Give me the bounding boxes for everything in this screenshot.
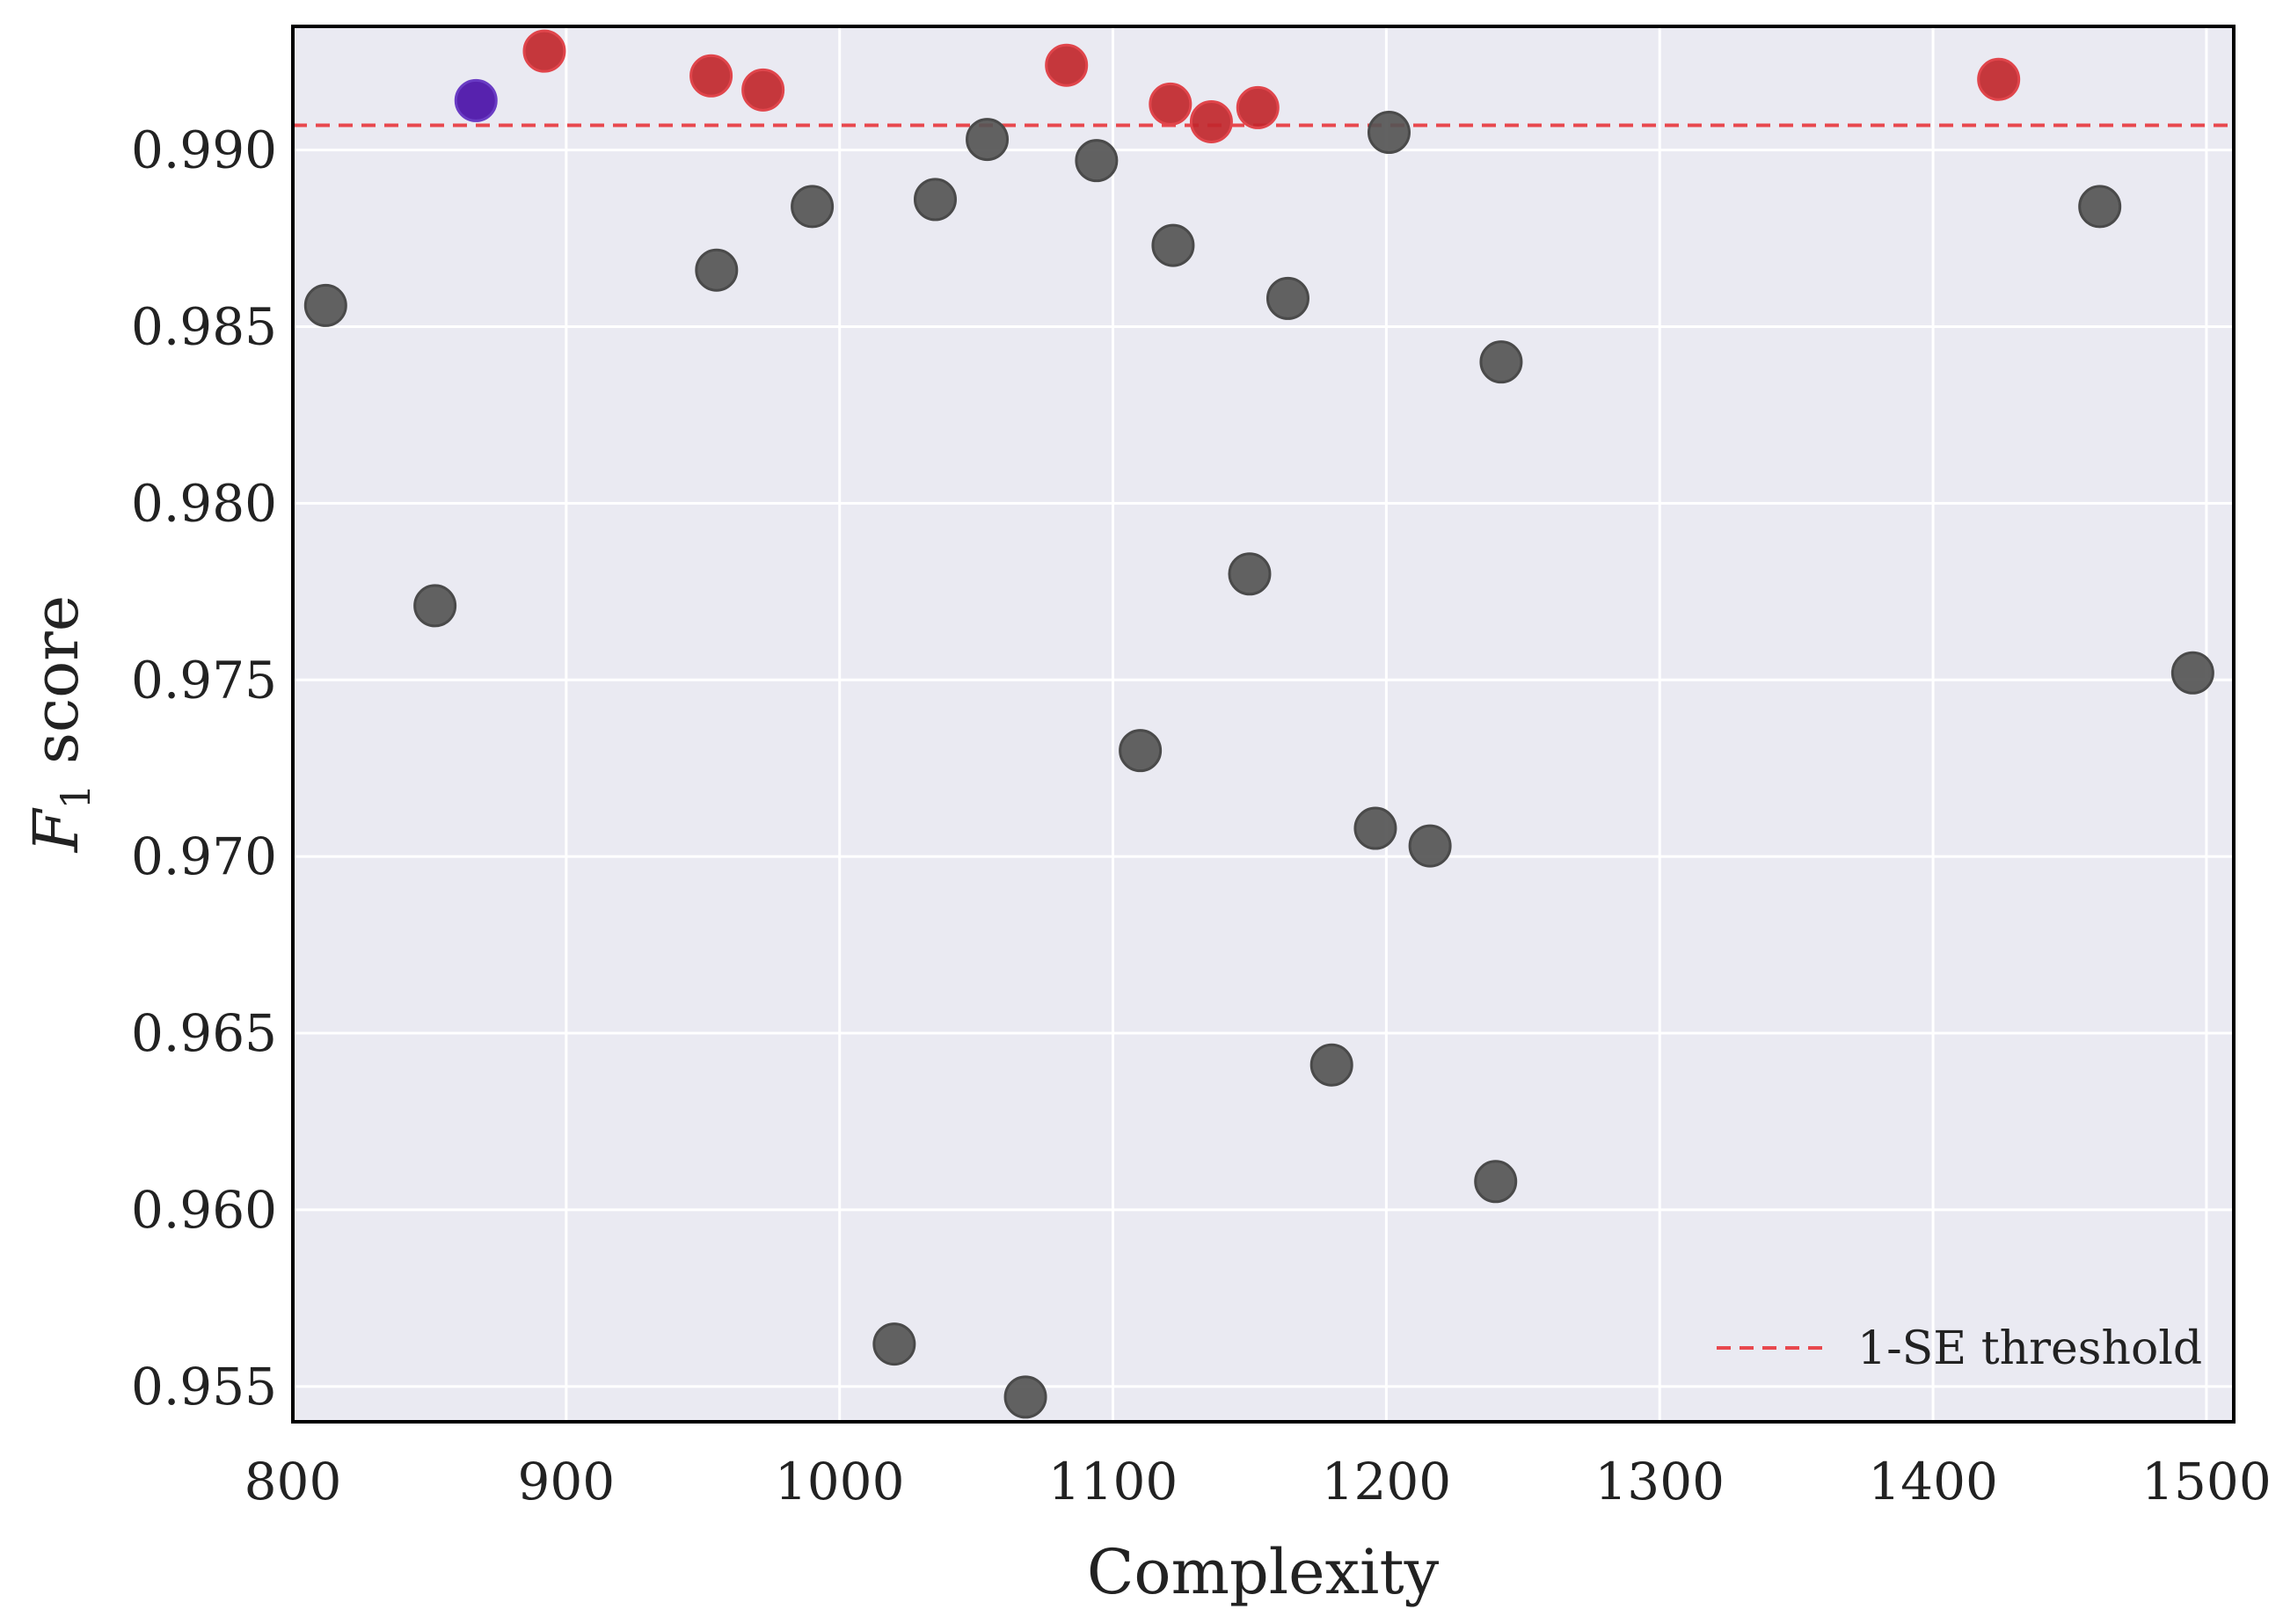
x-tick-label: 1300 [1594, 1452, 1725, 1511]
data-points [303, 29, 2214, 1419]
data-point-below-threshold [1309, 1043, 1353, 1087]
x-tick-labels: 800 900 1000 1100 1200 1300 1400 1500 [244, 1452, 2272, 1511]
plot-frame [291, 25, 2236, 1424]
data-point-below-threshold [913, 178, 957, 222]
data-point-above-threshold [1977, 57, 2021, 101]
data-point-below-threshold [1075, 139, 1119, 183]
data-point-below-threshold [2078, 185, 2122, 229]
y-tick-label: 0.955 [131, 1357, 277, 1416]
data-point-below-threshold [1228, 552, 1272, 596]
y-tick-label: 0.970 [131, 827, 277, 886]
data-point-below-threshold [791, 185, 835, 229]
x-tick-label: 1100 [1048, 1452, 1178, 1511]
x-tick-label: 1000 [775, 1452, 905, 1511]
data-point-above-threshold [1236, 85, 1280, 129]
y-axis-title-rest: score [20, 595, 92, 783]
y-tick-label: 0.965 [131, 1003, 277, 1063]
data-point-below-threshold [1003, 1375, 1047, 1419]
plot-background [293, 26, 2234, 1422]
data-point-above-threshold [741, 68, 785, 112]
y-axis-title-main: F [20, 807, 92, 854]
x-axis-title: Complexity [1087, 1536, 1440, 1608]
x-tick-label: 1200 [1322, 1452, 1452, 1511]
grid-lines [293, 26, 2234, 1422]
data-point-below-threshold [1474, 1160, 1518, 1204]
data-point-below-threshold [1479, 340, 1523, 384]
data-point-below-threshold [872, 1322, 916, 1366]
x-tick-label: 1400 [1868, 1452, 1998, 1511]
data-point-above-threshold [1149, 82, 1193, 126]
y-axis-title: F1 score [20, 595, 99, 854]
data-point-above-threshold [522, 29, 566, 73]
data-point-below-threshold [2170, 651, 2214, 695]
y-tick-label: 0.975 [131, 650, 277, 710]
data-point-above-threshold [689, 54, 733, 98]
data-point-above-threshold [1189, 99, 1233, 143]
y-tick-label: 0.960 [131, 1180, 277, 1240]
y-axis-title-subscript: 1 [52, 783, 99, 809]
legend: 1-SE threshold [1717, 1322, 2202, 1375]
data-point-below-threshold [1367, 111, 1411, 155]
data-point-below-threshold [1408, 824, 1452, 868]
data-point-below-threshold [413, 584, 457, 628]
data-point-below-threshold [1119, 729, 1163, 773]
data-point-below-threshold [695, 248, 739, 292]
x-tick-label: 800 [244, 1452, 342, 1511]
data-point-below-threshold [1151, 223, 1195, 267]
data-point-selected [454, 78, 498, 122]
data-point-below-threshold [1265, 276, 1309, 320]
data-point-below-threshold [1353, 806, 1397, 850]
data-point-below-threshold [303, 283, 347, 327]
y-tick-label: 0.980 [131, 473, 277, 533]
legend-threshold-label: 1-SE threshold [1857, 1322, 2202, 1375]
y-tick-labels: 0.955 0.960 0.965 0.970 0.975 0.980 0.985 0.990 [131, 120, 277, 1416]
x-tick-label: 900 [517, 1452, 615, 1511]
x-tick-label: 1500 [2141, 1452, 2272, 1511]
data-point-below-threshold [966, 118, 1010, 162]
data-point-above-threshold [1045, 43, 1089, 87]
y-tick-label: 0.990 [131, 120, 277, 180]
y-tick-label: 0.985 [131, 297, 277, 357]
